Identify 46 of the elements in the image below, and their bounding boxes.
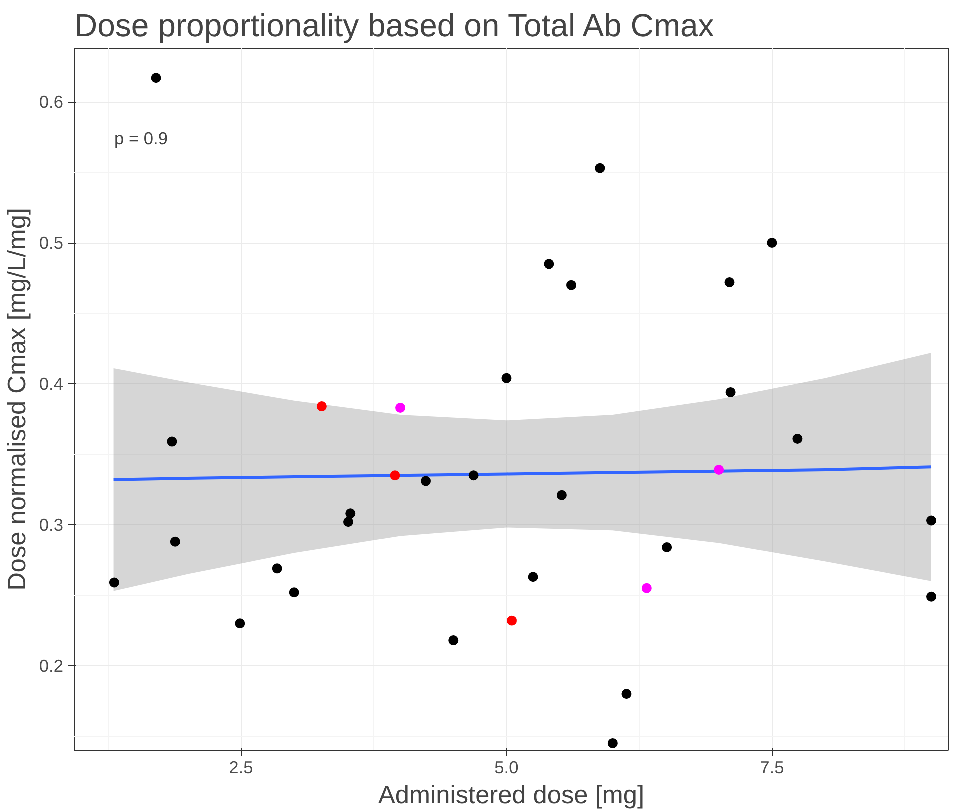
x-tick-label: 7.5 xyxy=(760,758,784,778)
y-tick-label: 0.4 xyxy=(39,374,64,394)
point xyxy=(167,436,178,447)
point xyxy=(926,516,937,526)
point xyxy=(726,387,736,398)
point xyxy=(272,564,282,574)
x-tick-label: 5.0 xyxy=(494,758,519,778)
point xyxy=(170,536,180,547)
point xyxy=(767,238,778,248)
annotation: p = 0.9 xyxy=(114,128,168,148)
point xyxy=(566,280,576,290)
point xyxy=(289,588,300,598)
point xyxy=(502,373,512,384)
point xyxy=(528,572,538,582)
point xyxy=(595,163,606,174)
y-axis-title: Dose normalised Cmax [mg/L/mg] xyxy=(3,208,32,591)
point xyxy=(390,470,400,481)
point xyxy=(556,490,567,500)
point xyxy=(926,592,937,602)
point xyxy=(343,517,354,528)
y-tick-label: 0.2 xyxy=(39,656,64,676)
x-axis-title: Administered dose [mg] xyxy=(378,782,645,810)
point xyxy=(507,616,518,626)
point xyxy=(714,464,724,475)
point xyxy=(622,689,632,700)
y-tick-label: 0.3 xyxy=(39,514,64,535)
chart-title: Dose proportionality based on Total Ab Cmax xyxy=(74,8,714,44)
point xyxy=(468,470,479,481)
point xyxy=(109,578,120,588)
point xyxy=(421,476,432,486)
point xyxy=(724,278,735,288)
point xyxy=(608,738,618,748)
point xyxy=(346,508,356,519)
y-tick-label: 0.6 xyxy=(39,92,64,112)
point xyxy=(151,73,162,84)
line-series xyxy=(112,466,934,482)
point xyxy=(316,402,327,412)
point xyxy=(792,434,803,444)
point xyxy=(396,402,406,413)
point xyxy=(235,618,246,629)
y-tick-label: 0.5 xyxy=(39,233,64,254)
point xyxy=(662,542,672,553)
x-tick-label: 2.5 xyxy=(229,758,254,778)
point xyxy=(544,259,554,270)
point xyxy=(448,636,459,646)
point xyxy=(642,583,652,594)
